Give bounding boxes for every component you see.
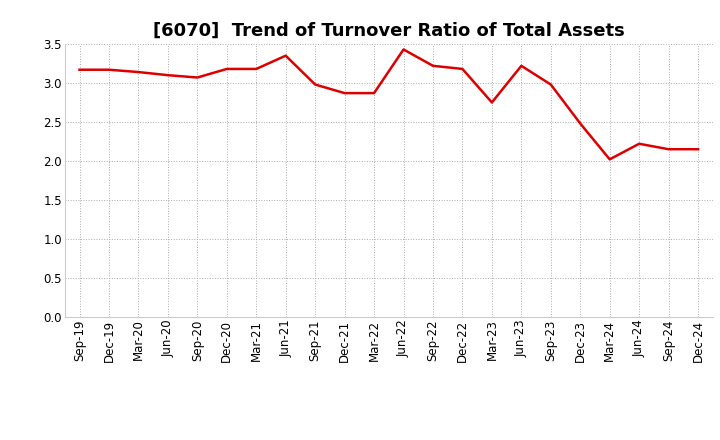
Text: [6070]  Trend of Turnover Ratio of Total Assets: [6070] Trend of Turnover Ratio of Total … (153, 22, 625, 40)
